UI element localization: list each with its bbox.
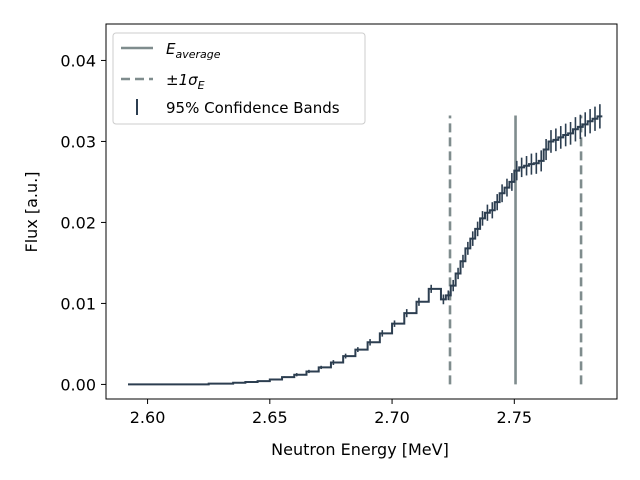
plot-frame xyxy=(105,23,618,400)
y-tick-label: 0.04 xyxy=(60,51,96,70)
y-tick-label: 0.02 xyxy=(60,213,96,232)
legend-label-subscript: average xyxy=(175,48,220,61)
spectrum-line xyxy=(128,115,603,386)
legend-label-subscript: E xyxy=(198,79,205,92)
x-tick-label: 2.75 xyxy=(496,408,532,427)
x-axis-label: Neutron Energy [MeV] xyxy=(271,440,449,459)
axes-layer: 2.60 2.65 2.70 2.75 0.00 0.01 0.02 0.03 0.04 xyxy=(60,51,532,427)
legend-label-main: E xyxy=(166,40,176,58)
x-tick-label: 2.70 xyxy=(374,408,410,427)
x-tick-label: 2.60 xyxy=(130,408,166,427)
legend-label: ±1σE xyxy=(166,71,205,92)
plot-layer xyxy=(128,104,603,386)
legend-label: 95% Confidence Bands xyxy=(166,99,340,117)
y-tick-label: 0.01 xyxy=(60,294,96,313)
legend-label-main: 95% Confidence Bands xyxy=(166,99,340,117)
y-tick-label: 0.00 xyxy=(60,375,96,394)
y-axis-label: Flux [a.u.] xyxy=(22,172,41,253)
y-tick-label: 0.03 xyxy=(60,132,96,151)
legend-label-main: ±1σ xyxy=(166,71,198,89)
legend-box xyxy=(112,32,366,125)
legend-label: Eaverage xyxy=(166,40,221,61)
x-tick-label: 2.65 xyxy=(252,408,288,427)
